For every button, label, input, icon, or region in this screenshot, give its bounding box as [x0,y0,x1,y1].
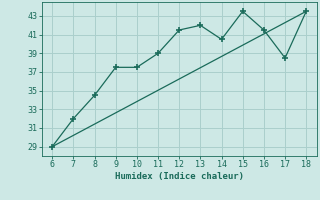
X-axis label: Humidex (Indice chaleur): Humidex (Indice chaleur) [115,172,244,181]
